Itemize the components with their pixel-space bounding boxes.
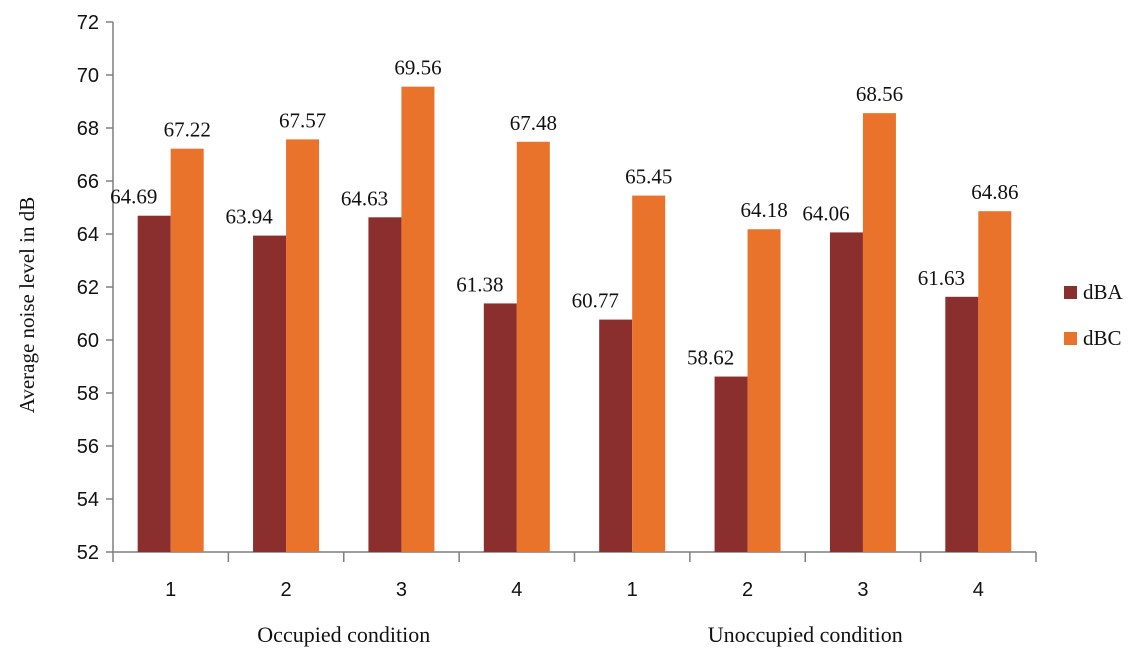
y-tick-label: 60 <box>77 330 99 352</box>
bar-dbc <box>862 113 896 552</box>
x-tick-label: 3 <box>396 579 407 601</box>
bar-dbc <box>516 141 550 552</box>
x-tick-label: 1 <box>627 579 638 601</box>
data-label-dbc: 69.56 <box>394 56 441 80</box>
x-tick-label: 1 <box>165 579 176 601</box>
legend-swatch-dba <box>1064 286 1077 299</box>
data-label-dbc: 68.56 <box>856 82 903 106</box>
x-tick-label: 4 <box>973 579 984 601</box>
data-label-dba: 64.69 <box>110 185 157 209</box>
data-label-dba: 58.62 <box>687 346 734 370</box>
bar-dba <box>945 296 979 552</box>
x-tick-label: 3 <box>857 579 868 601</box>
data-label-dba: 60.77 <box>572 289 619 313</box>
bar-dba <box>253 235 287 552</box>
y-axis-title: Average noise level in dB <box>15 197 39 414</box>
data-label-dba: 63.94 <box>225 205 273 229</box>
y-tick-label: 64 <box>77 224 99 246</box>
group-label: Unoccupied condition <box>708 622 903 647</box>
data-label-dbc: 67.22 <box>164 118 211 142</box>
axes: 52 54 56 58 60 62 64 66 68 70 72 1 2 3 4 1 2 3 4 Occupied c… <box>77 12 1037 647</box>
data-label-dbc: 67.48 <box>510 111 557 135</box>
y-tick-label: 56 <box>77 436 99 458</box>
data-label-dbc: 67.57 <box>279 108 326 132</box>
data-label-dba: 61.38 <box>456 272 503 296</box>
x-tick-label: 2 <box>281 579 292 601</box>
legend-label-dba: dBA <box>1083 280 1124 304</box>
data-label-dba: 61.63 <box>918 266 965 290</box>
y-tick-label: 70 <box>77 65 99 87</box>
bar-dba <box>829 232 863 552</box>
data-label-dbc: 65.45 <box>625 165 672 189</box>
legend: dBA dBC <box>1064 280 1124 350</box>
bar-dba <box>137 215 171 552</box>
y-tick-label: 52 <box>77 542 99 564</box>
bar-dba <box>483 303 517 552</box>
legend-label-dbc: dBC <box>1083 326 1122 350</box>
y-tick-label: 58 <box>77 383 99 405</box>
data-label-dbc: 64.18 <box>740 198 787 222</box>
y-tick-label: 68 <box>77 118 99 140</box>
bar-dba <box>368 217 402 552</box>
bar-dbc <box>401 86 435 552</box>
x-tick-label: 2 <box>742 579 753 601</box>
bar-dba <box>714 376 748 552</box>
x-tick-label: 4 <box>511 579 522 601</box>
y-tick-label: 54 <box>77 489 99 511</box>
bar-dbc <box>978 211 1012 552</box>
bar-dbc <box>632 195 666 552</box>
data-label-dba: 64.06 <box>802 201 849 225</box>
bars <box>137 86 1012 553</box>
y-tick-label: 62 <box>77 277 99 299</box>
bar-dbc <box>286 139 320 552</box>
data-labels: 64.69 67.22 63.94 67.57 64.63 69.56 61.38 67.48… <box>110 56 1018 370</box>
bar-dbc <box>170 148 204 553</box>
data-label-dba: 64.63 <box>341 186 388 210</box>
legend-swatch-dbc <box>1064 332 1077 345</box>
y-tick-label: 66 <box>77 171 99 193</box>
data-label-dbc: 64.86 <box>971 180 1018 204</box>
group-label: Occupied condition <box>257 622 430 647</box>
bar-dbc <box>747 229 781 553</box>
bar-dba <box>599 319 633 552</box>
y-tick-label: 72 <box>77 12 99 34</box>
